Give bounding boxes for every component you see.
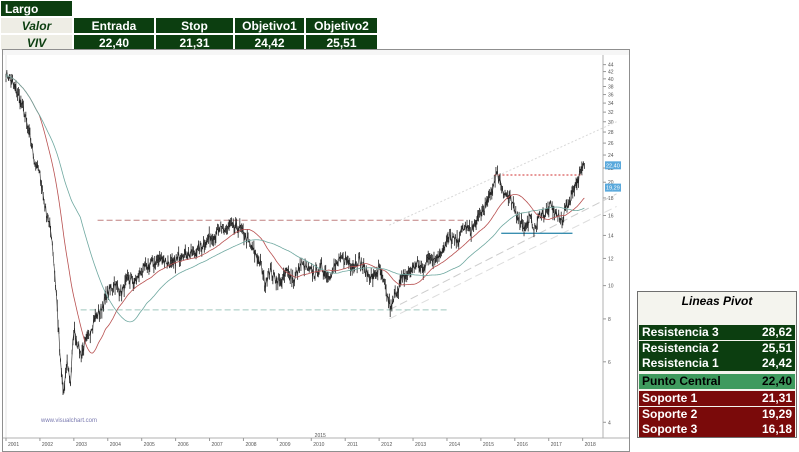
price-label-box	[605, 161, 621, 170]
direction-label: Largo	[0, 0, 73, 17]
x-tick-label: 2012	[381, 442, 392, 448]
y-tick-label: 16	[608, 214, 614, 220]
y-tick-label: 6	[608, 360, 611, 366]
chart-header-strip	[3, 50, 629, 55]
y-tick-label: 12	[608, 256, 614, 262]
y-tick-label: 20	[608, 180, 614, 186]
x-tick-label: 2013	[415, 442, 426, 448]
pivot-row-soporte-3: Soporte 3 16,18	[639, 422, 795, 437]
price-label-text: 19,29	[606, 186, 620, 192]
y-tick-label: 36	[608, 93, 614, 99]
y-tick-label: 30	[608, 120, 614, 126]
x-tick-label: 2007	[212, 442, 223, 448]
y-tick-label: 32	[608, 110, 614, 116]
pivot-row-resistencia-3: Resistencia 3 28,62	[639, 325, 795, 340]
y-tick-label: 18	[608, 196, 614, 202]
x-tick-label: 2002	[42, 442, 53, 448]
y-tick-label: 26	[608, 141, 614, 147]
x-tick-label: 2006	[178, 442, 189, 448]
pivot-row-label: Resistencia 1	[642, 356, 719, 370]
trend-line-upper-channel	[389, 121, 617, 226]
y-tick-label: 42	[608, 70, 614, 76]
pivot-row-label: Resistencia 3	[642, 325, 719, 339]
x-tick-label: 2001	[8, 442, 19, 448]
y-tick-label: 10	[608, 284, 614, 290]
pivot-row-label: Soporte 2	[642, 407, 698, 421]
x-tick-label: 2009	[279, 442, 290, 448]
entry-value: 22,40	[73, 34, 155, 51]
y-tick-label: 28	[608, 130, 614, 136]
pivot-row-label: Punto Central	[642, 374, 721, 388]
pivot-row-value: 19,29	[761, 407, 792, 421]
x-tick-label: 2015	[483, 442, 494, 448]
target2-header: Objetivo2	[305, 17, 378, 34]
price-chart[interactable]: 4681012141618202224262830323436384042442…	[2, 49, 630, 452]
pivot-row-value: 16,18	[761, 422, 792, 436]
pivot-row-value: 28,62	[761, 325, 792, 339]
x-tick-label: 2017	[551, 442, 562, 448]
entry-header: Entrada	[73, 17, 155, 34]
pivot-row-value: 21,31	[761, 391, 792, 405]
moving-average-red	[5, 73, 585, 354]
x-tick-label: 2003	[76, 442, 87, 448]
pivot-row-punto-central: Punto Central 22,40	[639, 374, 795, 389]
pivot-row-soporte-2: Soporte 2 19,29	[639, 407, 795, 422]
pivot-row-label: Soporte 3	[642, 422, 698, 436]
y-tick-label: 14	[608, 233, 614, 239]
x-tick-label: 2011	[347, 442, 358, 448]
price-label-text: 22,40	[606, 163, 620, 169]
trend-line-mid-channel	[389, 193, 617, 311]
pivot-row-value: 24,42	[761, 356, 792, 370]
pivot-row-label: Resistencia 2	[642, 341, 719, 355]
x-tick-label: 2008	[245, 442, 256, 448]
pivot-row-resistencia-2: Resistencia 2 25,51	[639, 341, 795, 356]
bottom-year-label: 2015	[315, 433, 326, 439]
pivot-lines-panel: Lineas Pivot Resistencia 3 28,62 Resistenc…	[637, 291, 797, 438]
candles	[5, 70, 585, 395]
y-tick-label: 24	[608, 153, 614, 159]
pivot-row-soporte-1: Soporte 1 21,31	[639, 391, 795, 406]
x-tick-label: 2010	[313, 442, 324, 448]
pivot-row-value: 25,51	[761, 341, 792, 355]
x-tick-label: 2004	[110, 442, 121, 448]
pivot-title: Lineas Pivot	[681, 294, 753, 308]
x-tick-label: 2014	[449, 442, 460, 448]
pivot-row-value: 22,40	[761, 374, 792, 388]
y-tick-label: 44	[608, 63, 614, 69]
x-tick-label: 2005	[144, 442, 155, 448]
pivot-row-resistencia-1: Resistencia 1 24,42	[639, 356, 795, 371]
target1-header: Objetivo1	[234, 17, 305, 34]
y-tick-label: 38	[608, 84, 614, 90]
close-line	[5, 70, 585, 394]
moving-average-teal	[5, 73, 585, 323]
trend-line-lower-channel	[389, 206, 617, 320]
x-tick-label: 2018	[585, 442, 596, 448]
watermark: www.visualchart.com	[40, 418, 97, 424]
stop-header: Stop	[155, 17, 234, 34]
x-tick-label: 2016	[517, 442, 528, 448]
price-label-box	[605, 183, 621, 192]
value-header: Valor	[0, 17, 73, 34]
y-tick-label: 40	[608, 77, 614, 83]
y-tick-label: 8	[608, 317, 611, 323]
y-tick-label: 4	[608, 420, 611, 426]
chart-canvas: 4681012141618202224262830323436384042442…	[3, 50, 629, 448]
y-tick-label: 34	[608, 101, 614, 107]
pivot-row-label: Soporte 1	[642, 391, 698, 405]
